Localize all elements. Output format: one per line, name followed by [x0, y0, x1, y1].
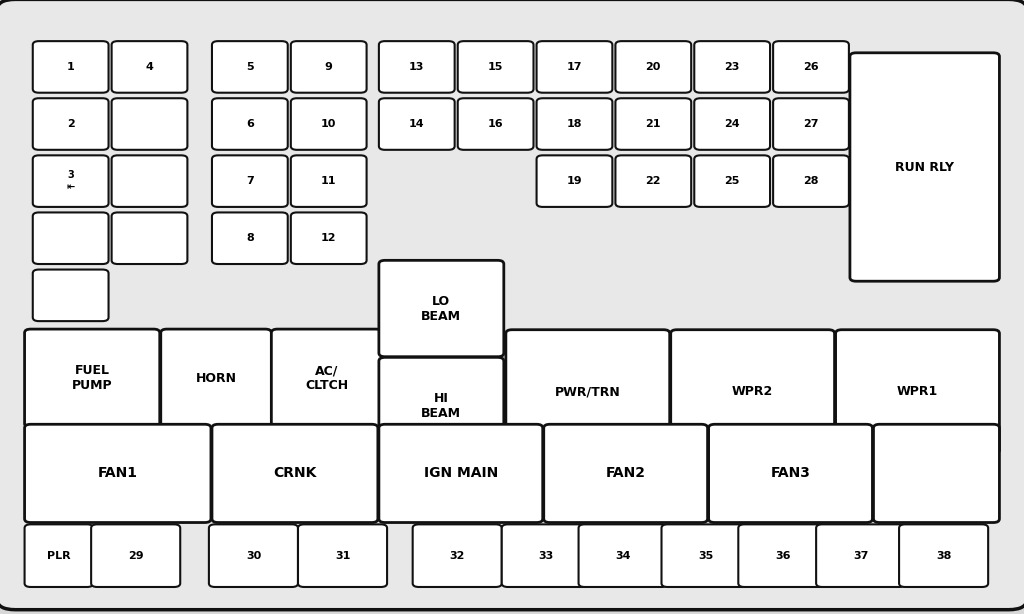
Text: 12: 12 — [321, 233, 337, 243]
FancyBboxPatch shape — [112, 41, 187, 93]
Text: 38: 38 — [936, 551, 951, 561]
Text: 4: 4 — [145, 62, 154, 72]
Text: 29: 29 — [128, 551, 143, 561]
Text: 9: 9 — [325, 62, 333, 72]
Text: RUN RLY: RUN RLY — [895, 160, 954, 174]
Text: WPR2: WPR2 — [732, 385, 773, 398]
FancyBboxPatch shape — [212, 98, 288, 150]
FancyBboxPatch shape — [537, 41, 612, 93]
FancyBboxPatch shape — [161, 329, 271, 427]
FancyBboxPatch shape — [615, 41, 691, 93]
FancyBboxPatch shape — [709, 424, 872, 523]
Text: 13: 13 — [409, 62, 425, 72]
FancyBboxPatch shape — [291, 41, 367, 93]
FancyBboxPatch shape — [291, 155, 367, 207]
FancyBboxPatch shape — [209, 524, 298, 587]
FancyBboxPatch shape — [212, 424, 378, 523]
Text: 8: 8 — [246, 233, 254, 243]
Text: 15: 15 — [487, 62, 504, 72]
FancyBboxPatch shape — [773, 41, 849, 93]
FancyBboxPatch shape — [212, 41, 288, 93]
Text: 33: 33 — [539, 551, 554, 561]
FancyBboxPatch shape — [25, 329, 160, 427]
Text: HORN: HORN — [196, 371, 237, 385]
Text: WPR1: WPR1 — [897, 385, 938, 398]
FancyBboxPatch shape — [33, 155, 109, 207]
FancyBboxPatch shape — [502, 524, 591, 587]
FancyBboxPatch shape — [91, 524, 180, 587]
FancyBboxPatch shape — [112, 155, 187, 207]
Text: 37: 37 — [853, 551, 868, 561]
Text: 17: 17 — [566, 62, 583, 72]
Text: 25: 25 — [724, 176, 740, 186]
Text: LO
BEAM: LO BEAM — [421, 295, 462, 322]
FancyBboxPatch shape — [738, 524, 827, 587]
FancyBboxPatch shape — [379, 98, 455, 150]
FancyBboxPatch shape — [850, 53, 999, 281]
Text: 18: 18 — [566, 119, 583, 129]
FancyBboxPatch shape — [379, 424, 543, 523]
FancyBboxPatch shape — [671, 330, 835, 454]
FancyBboxPatch shape — [33, 270, 109, 321]
FancyBboxPatch shape — [379, 260, 504, 357]
Text: CRNK: CRNK — [273, 467, 316, 480]
Text: 16: 16 — [487, 119, 504, 129]
FancyBboxPatch shape — [112, 98, 187, 150]
FancyBboxPatch shape — [836, 330, 999, 454]
Text: IGN MAIN: IGN MAIN — [424, 467, 498, 480]
Text: 5: 5 — [246, 62, 254, 72]
Text: 35: 35 — [698, 551, 714, 561]
FancyBboxPatch shape — [212, 155, 288, 207]
Text: 32: 32 — [450, 551, 465, 561]
FancyBboxPatch shape — [379, 41, 455, 93]
FancyBboxPatch shape — [271, 329, 382, 427]
FancyBboxPatch shape — [615, 98, 691, 150]
Text: 21: 21 — [645, 119, 662, 129]
Text: 34: 34 — [615, 551, 631, 561]
Text: 27: 27 — [803, 119, 819, 129]
Text: 26: 26 — [803, 62, 819, 72]
FancyBboxPatch shape — [506, 330, 670, 454]
Text: PLR: PLR — [47, 551, 71, 561]
Text: FUEL
PUMP: FUEL PUMP — [72, 364, 113, 392]
Text: PWR/TRN: PWR/TRN — [555, 385, 621, 398]
Text: 24: 24 — [724, 119, 740, 129]
Text: 10: 10 — [321, 119, 337, 129]
Text: AC/
CLTCH: AC/ CLTCH — [305, 364, 348, 392]
FancyBboxPatch shape — [413, 524, 502, 587]
Text: 30: 30 — [246, 551, 261, 561]
Text: 6: 6 — [246, 119, 254, 129]
FancyBboxPatch shape — [33, 41, 109, 93]
FancyBboxPatch shape — [291, 98, 367, 150]
FancyBboxPatch shape — [25, 424, 211, 523]
FancyBboxPatch shape — [379, 357, 504, 454]
FancyBboxPatch shape — [33, 98, 109, 150]
FancyBboxPatch shape — [112, 212, 187, 264]
FancyBboxPatch shape — [899, 524, 988, 587]
Text: 3
⇤: 3 ⇤ — [67, 170, 75, 192]
FancyBboxPatch shape — [579, 524, 668, 587]
Text: 11: 11 — [321, 176, 337, 186]
FancyBboxPatch shape — [873, 424, 999, 523]
FancyBboxPatch shape — [816, 524, 905, 587]
Text: 14: 14 — [409, 119, 425, 129]
Text: HI
BEAM: HI BEAM — [421, 392, 462, 419]
FancyBboxPatch shape — [662, 524, 751, 587]
FancyBboxPatch shape — [544, 424, 708, 523]
Text: 31: 31 — [335, 551, 350, 561]
FancyBboxPatch shape — [694, 155, 770, 207]
FancyBboxPatch shape — [537, 155, 612, 207]
Text: 2: 2 — [67, 119, 75, 129]
Text: 19: 19 — [566, 176, 583, 186]
FancyBboxPatch shape — [537, 98, 612, 150]
Text: FAN1: FAN1 — [97, 467, 138, 480]
FancyBboxPatch shape — [291, 212, 367, 264]
Text: 23: 23 — [724, 62, 740, 72]
Text: 36: 36 — [775, 551, 791, 561]
FancyBboxPatch shape — [212, 212, 288, 264]
FancyBboxPatch shape — [458, 98, 534, 150]
Text: FAN2: FAN2 — [605, 467, 646, 480]
FancyBboxPatch shape — [773, 155, 849, 207]
FancyBboxPatch shape — [25, 524, 93, 587]
